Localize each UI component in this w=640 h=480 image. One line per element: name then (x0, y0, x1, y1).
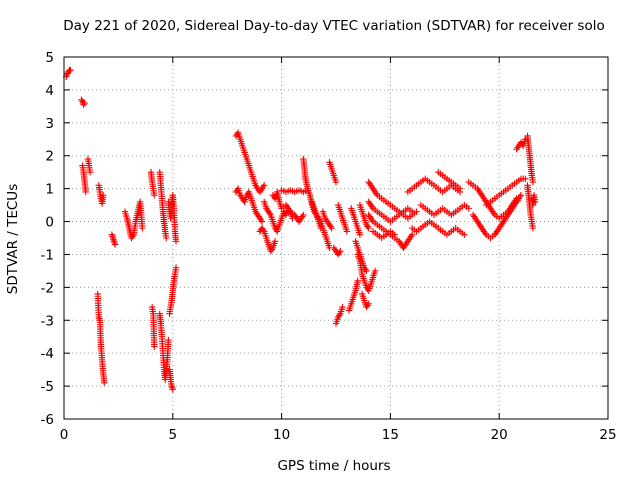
x-tick-label: 0 (60, 427, 69, 443)
data-point (260, 182, 268, 189)
data-point (356, 231, 364, 238)
data-point (81, 99, 88, 107)
y-tick-label: -4 (41, 346, 54, 362)
data-point (258, 218, 266, 225)
data-point (522, 175, 529, 182)
data-point (271, 238, 279, 245)
y-tick-label: -3 (41, 313, 54, 329)
data-point (339, 303, 346, 311)
data-point (529, 178, 537, 186)
data-point (86, 168, 94, 176)
data-point (461, 231, 468, 238)
data-point (456, 185, 464, 192)
data-points (62, 66, 539, 393)
data-point (391, 231, 398, 238)
y-tick-label: 4 (45, 83, 54, 99)
x-tick-label: 10 (273, 427, 290, 443)
y-axis-label: SDTVAR / TECUs (5, 184, 21, 294)
data-point (151, 343, 158, 350)
x-tick-label: 25 (599, 427, 616, 443)
data-point (408, 208, 416, 215)
data-point (82, 188, 89, 196)
data-point (169, 386, 176, 393)
y-tick-label: 2 (45, 149, 54, 165)
plot-frame (63, 56, 609, 420)
y-tick-label: -1 (41, 247, 54, 263)
y-tick-label: 0 (45, 215, 54, 231)
data-point (172, 264, 180, 271)
data-point (365, 300, 372, 308)
y-tick-label: 5 (45, 50, 54, 66)
data-point (139, 224, 146, 232)
data-point (517, 192, 525, 199)
y-tick-label: -6 (41, 412, 54, 428)
grid-layer (64, 57, 608, 419)
y-tick-label: -2 (41, 280, 54, 296)
data-point (99, 192, 107, 199)
data-point (332, 178, 340, 186)
y-tick-label: -5 (41, 379, 54, 395)
data-point (337, 247, 344, 255)
x-tick-label: 15 (382, 427, 399, 443)
y-tick-label: 3 (45, 116, 54, 132)
data-point (354, 277, 361, 284)
data-point (151, 192, 158, 199)
data-point (408, 231, 416, 238)
data-point (163, 234, 170, 242)
data-point (343, 228, 351, 235)
x-tick-label: 20 (491, 427, 508, 443)
data-point (371, 267, 379, 275)
data-point (529, 224, 537, 232)
data-point (101, 379, 108, 386)
data-point (531, 198, 539, 205)
chart-title: Day 221 of 2020, Sidereal Day-to-day VTE… (63, 18, 604, 34)
data-point (363, 267, 370, 275)
data-point (365, 224, 372, 232)
x-axis-label: GPS time / hours (277, 458, 390, 474)
data-point (465, 205, 472, 212)
data-point (67, 66, 74, 74)
data-point (172, 238, 180, 245)
data-point (300, 211, 307, 219)
x-tick-label: 5 (169, 427, 178, 443)
data-point (328, 224, 335, 232)
data-point (111, 241, 119, 248)
data-point (165, 336, 172, 344)
y-tick-label: 1 (45, 182, 54, 198)
